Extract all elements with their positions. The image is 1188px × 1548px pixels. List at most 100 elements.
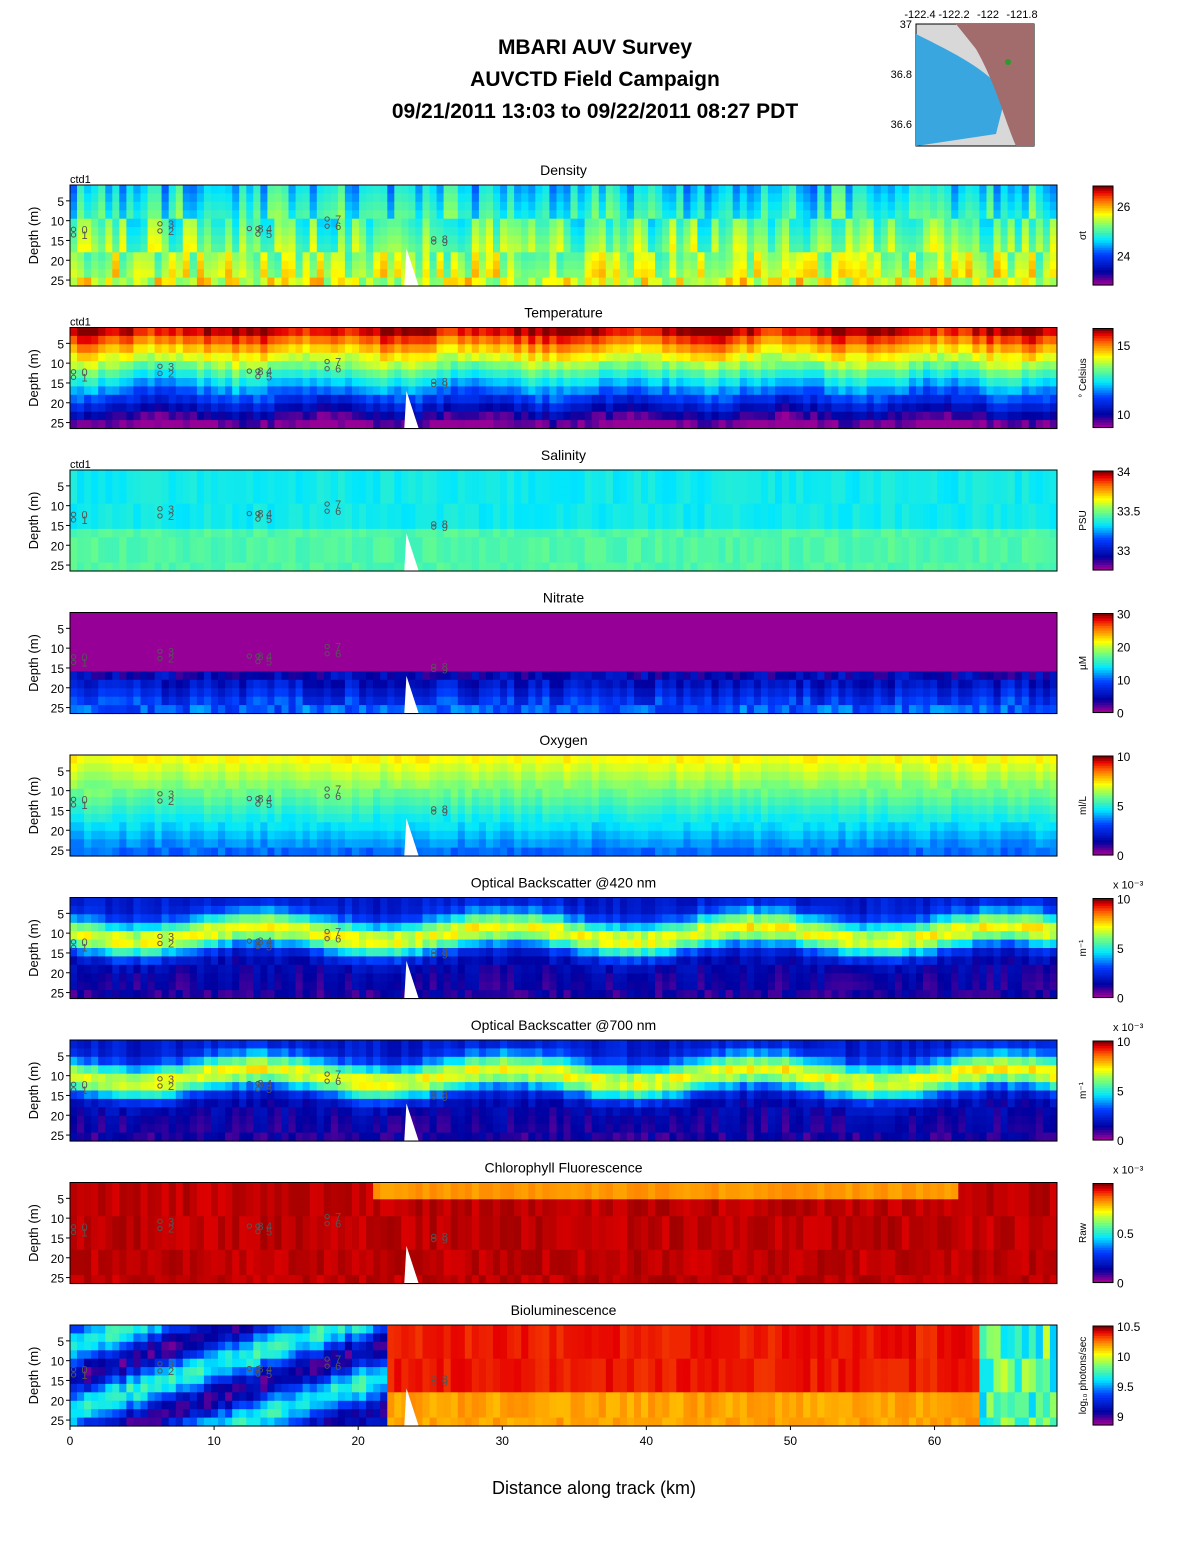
station-label: 8 — [442, 1374, 448, 1386]
y-tick-label: 5 — [57, 622, 64, 636]
station-label: 1 — [82, 657, 88, 669]
station-marker — [246, 1080, 253, 1087]
colorbar-tick-label: 9.5 — [1117, 1380, 1134, 1394]
station-marker — [431, 948, 437, 955]
colorbar-frame — [1092, 328, 1114, 428]
station-marker — [324, 928, 330, 935]
station-label: 1 — [82, 800, 88, 812]
y-tick-label: 10 — [51, 1355, 65, 1369]
station-label: 0 — [82, 224, 88, 236]
station-marker — [431, 1379, 437, 1385]
y-tick-label: 15 — [51, 804, 65, 818]
y-tick-label: 25 — [51, 417, 65, 431]
station-marker — [255, 1371, 261, 1377]
y-axis-label: Depth (m) — [26, 919, 41, 977]
colorbar-tick-label: 10 — [1117, 408, 1131, 422]
colorbar-label: PSU — [1078, 510, 1089, 531]
station-marker — [246, 653, 253, 659]
bottom-mask — [404, 248, 419, 286]
heatmap-cells — [70, 755, 1058, 857]
station-label: 7 — [335, 642, 341, 654]
station-marker — [255, 1365, 261, 1372]
colorbar: 0.5 0 Raw x 10⁻³ — [1078, 1165, 1144, 1291]
y-tick-label: 5 — [57, 337, 64, 351]
y-tick-label: 20 — [51, 1394, 65, 1408]
map-lat-tick: 36.8 — [891, 69, 912, 81]
station-marker — [324, 1213, 330, 1220]
station-marker — [70, 654, 77, 660]
colorbar-tick-label: 0 — [1117, 849, 1124, 863]
station-label: 8 — [442, 946, 448, 958]
station-label: 6 — [335, 934, 341, 946]
x-tick-label: 10 — [207, 1434, 221, 1448]
colorbar-tick-label: 30 — [1117, 608, 1131, 622]
y-tick-label: 20 — [51, 967, 65, 981]
map-lat-tick: 36.6 — [891, 119, 912, 131]
station-label: 7 — [335, 1212, 341, 1224]
panel-title: Density — [540, 162, 587, 178]
bottom-mask — [404, 675, 419, 714]
station-label: 2 — [168, 796, 174, 808]
station-marker — [431, 951, 437, 958]
station-marker — [70, 939, 77, 945]
panel-frame — [69, 754, 1058, 857]
station-label: 0 — [82, 1364, 88, 1376]
station-marker — [70, 659, 77, 666]
station-label: 0 — [82, 509, 88, 521]
station-label: 9 — [442, 237, 448, 249]
y-tick-label: 25 — [51, 1414, 65, 1428]
station-marker — [324, 223, 330, 229]
station-label: 7 — [335, 214, 341, 226]
station-label: 3 — [168, 1074, 174, 1086]
colorbar-label: ml/L — [1078, 796, 1089, 815]
colorbar: 34 33.5 33 PSU — [1078, 465, 1141, 571]
y-tick-label: 20 — [51, 824, 65, 838]
station-label: 2 — [168, 938, 174, 950]
y-tick-label: 20 — [51, 254, 65, 268]
station-label: 9 — [442, 949, 448, 961]
station-marker — [255, 1086, 261, 1092]
y-tick-label: 20 — [51, 539, 65, 553]
station-marker — [431, 378, 437, 385]
colorbar-exponent: x 10⁻³ — [1113, 880, 1144, 892]
station-marker — [157, 513, 163, 519]
colorbar: 10 5 0 m⁻¹ x 10⁻³ — [1078, 1022, 1144, 1148]
station-marker — [431, 1094, 437, 1100]
panel-6: Optical Backscatter @700 nm510152025Dept… — [26, 1017, 1144, 1148]
y-tick-label: 15 — [51, 662, 65, 676]
station-marker — [157, 1218, 163, 1224]
colorbar: 10 5 0 ml/L — [1078, 750, 1131, 863]
station-label: 3 — [168, 219, 174, 231]
y-tick-label: 15 — [51, 947, 65, 961]
survey-location-marker — [1005, 59, 1011, 65]
y-tick-label: 10 — [51, 215, 65, 229]
y-tick-label: 10 — [51, 1070, 65, 1084]
colorbar-tick-label: 5 — [1117, 1085, 1124, 1099]
y-axis-label: Depth (m) — [26, 777, 41, 835]
heatmap-cells — [70, 327, 1058, 430]
station-marker — [255, 368, 261, 374]
y-tick-label: 25 — [51, 844, 65, 858]
station-marker — [255, 1223, 261, 1229]
station-label: 9 — [442, 807, 448, 819]
colorbar: 26 24 σt — [1078, 185, 1131, 286]
station-label: 2 — [168, 1223, 174, 1235]
campaign-title: AUVCTD Field Campaign — [470, 68, 720, 91]
station-marker — [157, 1076, 163, 1082]
station-label: 2 — [168, 226, 174, 238]
station-label: 9 — [442, 1377, 448, 1389]
station-label: 7 — [335, 784, 341, 796]
station-marker — [70, 802, 77, 808]
station-marker — [431, 521, 437, 527]
station-label: 2 — [168, 653, 174, 665]
station-marker — [157, 655, 163, 662]
y-tick-label: 15 — [51, 1089, 65, 1103]
station-marker — [255, 801, 261, 807]
